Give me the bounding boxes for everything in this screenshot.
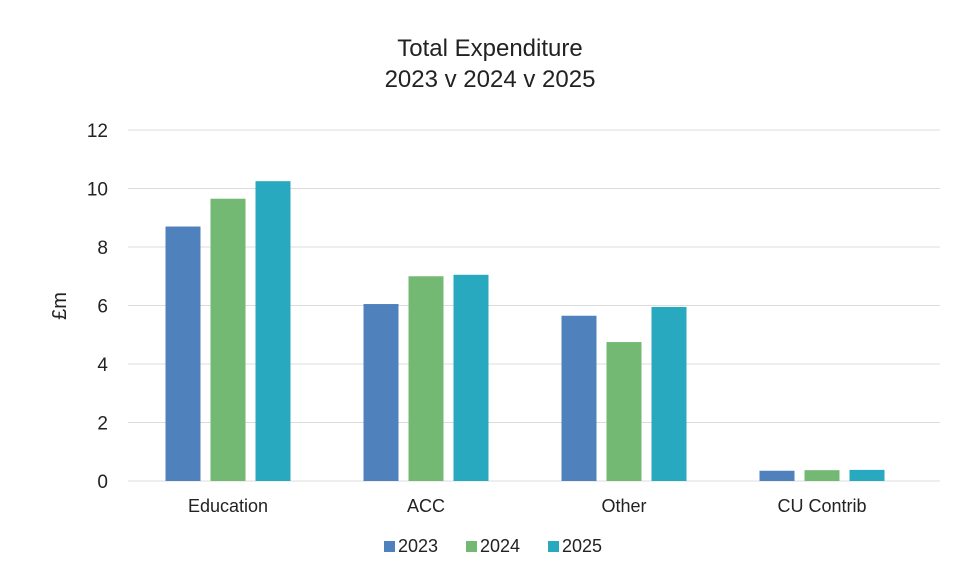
y-tick-label: 2 — [97, 414, 108, 435]
y-tick-label: 10 — [87, 180, 108, 201]
legend-label-2023: 2023 — [398, 536, 438, 556]
y-tick-label: 6 — [97, 297, 108, 318]
bar-cu-contrib-2025 — [849, 469, 885, 481]
bar-other-2025 — [651, 306, 687, 481]
legend: 2023 2024 2025 — [384, 536, 602, 556]
bar-education-2023 — [165, 226, 201, 481]
bar-acc-2023 — [363, 304, 399, 481]
x-category-label: ACC — [407, 496, 445, 516]
bar-other-2023 — [561, 315, 597, 481]
y-tick-label: 12 — [87, 121, 108, 142]
y-tick-label: 8 — [97, 238, 108, 259]
bar-acc-2024 — [408, 276, 444, 481]
chart-title: Total Expenditure — [397, 35, 582, 62]
legend-swatch-2024 — [466, 541, 477, 552]
y-tick-label: 0 — [97, 472, 108, 493]
grid-lines — [128, 129, 940, 482]
x-category-label: CU Contrib — [777, 496, 866, 516]
bar-education-2024 — [210, 198, 246, 482]
legend-swatch-2025 — [548, 541, 559, 552]
bar-acc-2025 — [453, 274, 489, 481]
legend-label-2024: 2024 — [480, 536, 520, 556]
chart-subtitle: 2023 v 2024 v 2025 — [385, 66, 596, 93]
y-tick-label: 4 — [97, 355, 108, 376]
x-category-label: Education — [188, 496, 268, 516]
x-axis-categories: Education ACC Other CU Contrib — [188, 496, 867, 516]
bars — [165, 181, 885, 482]
bar-cu-contrib-2024 — [804, 470, 840, 481]
bar-cu-contrib-2023 — [759, 470, 795, 481]
bar-other-2024 — [606, 342, 642, 481]
legend-label-2025: 2025 — [562, 536, 602, 556]
legend-swatch-2023 — [384, 541, 395, 552]
x-category-label: Other — [601, 496, 646, 516]
bar-education-2025 — [255, 181, 291, 481]
y-axis-label: £m — [49, 292, 71, 320]
y-axis-ticks: 0 2 4 6 8 10 12 — [87, 121, 109, 493]
